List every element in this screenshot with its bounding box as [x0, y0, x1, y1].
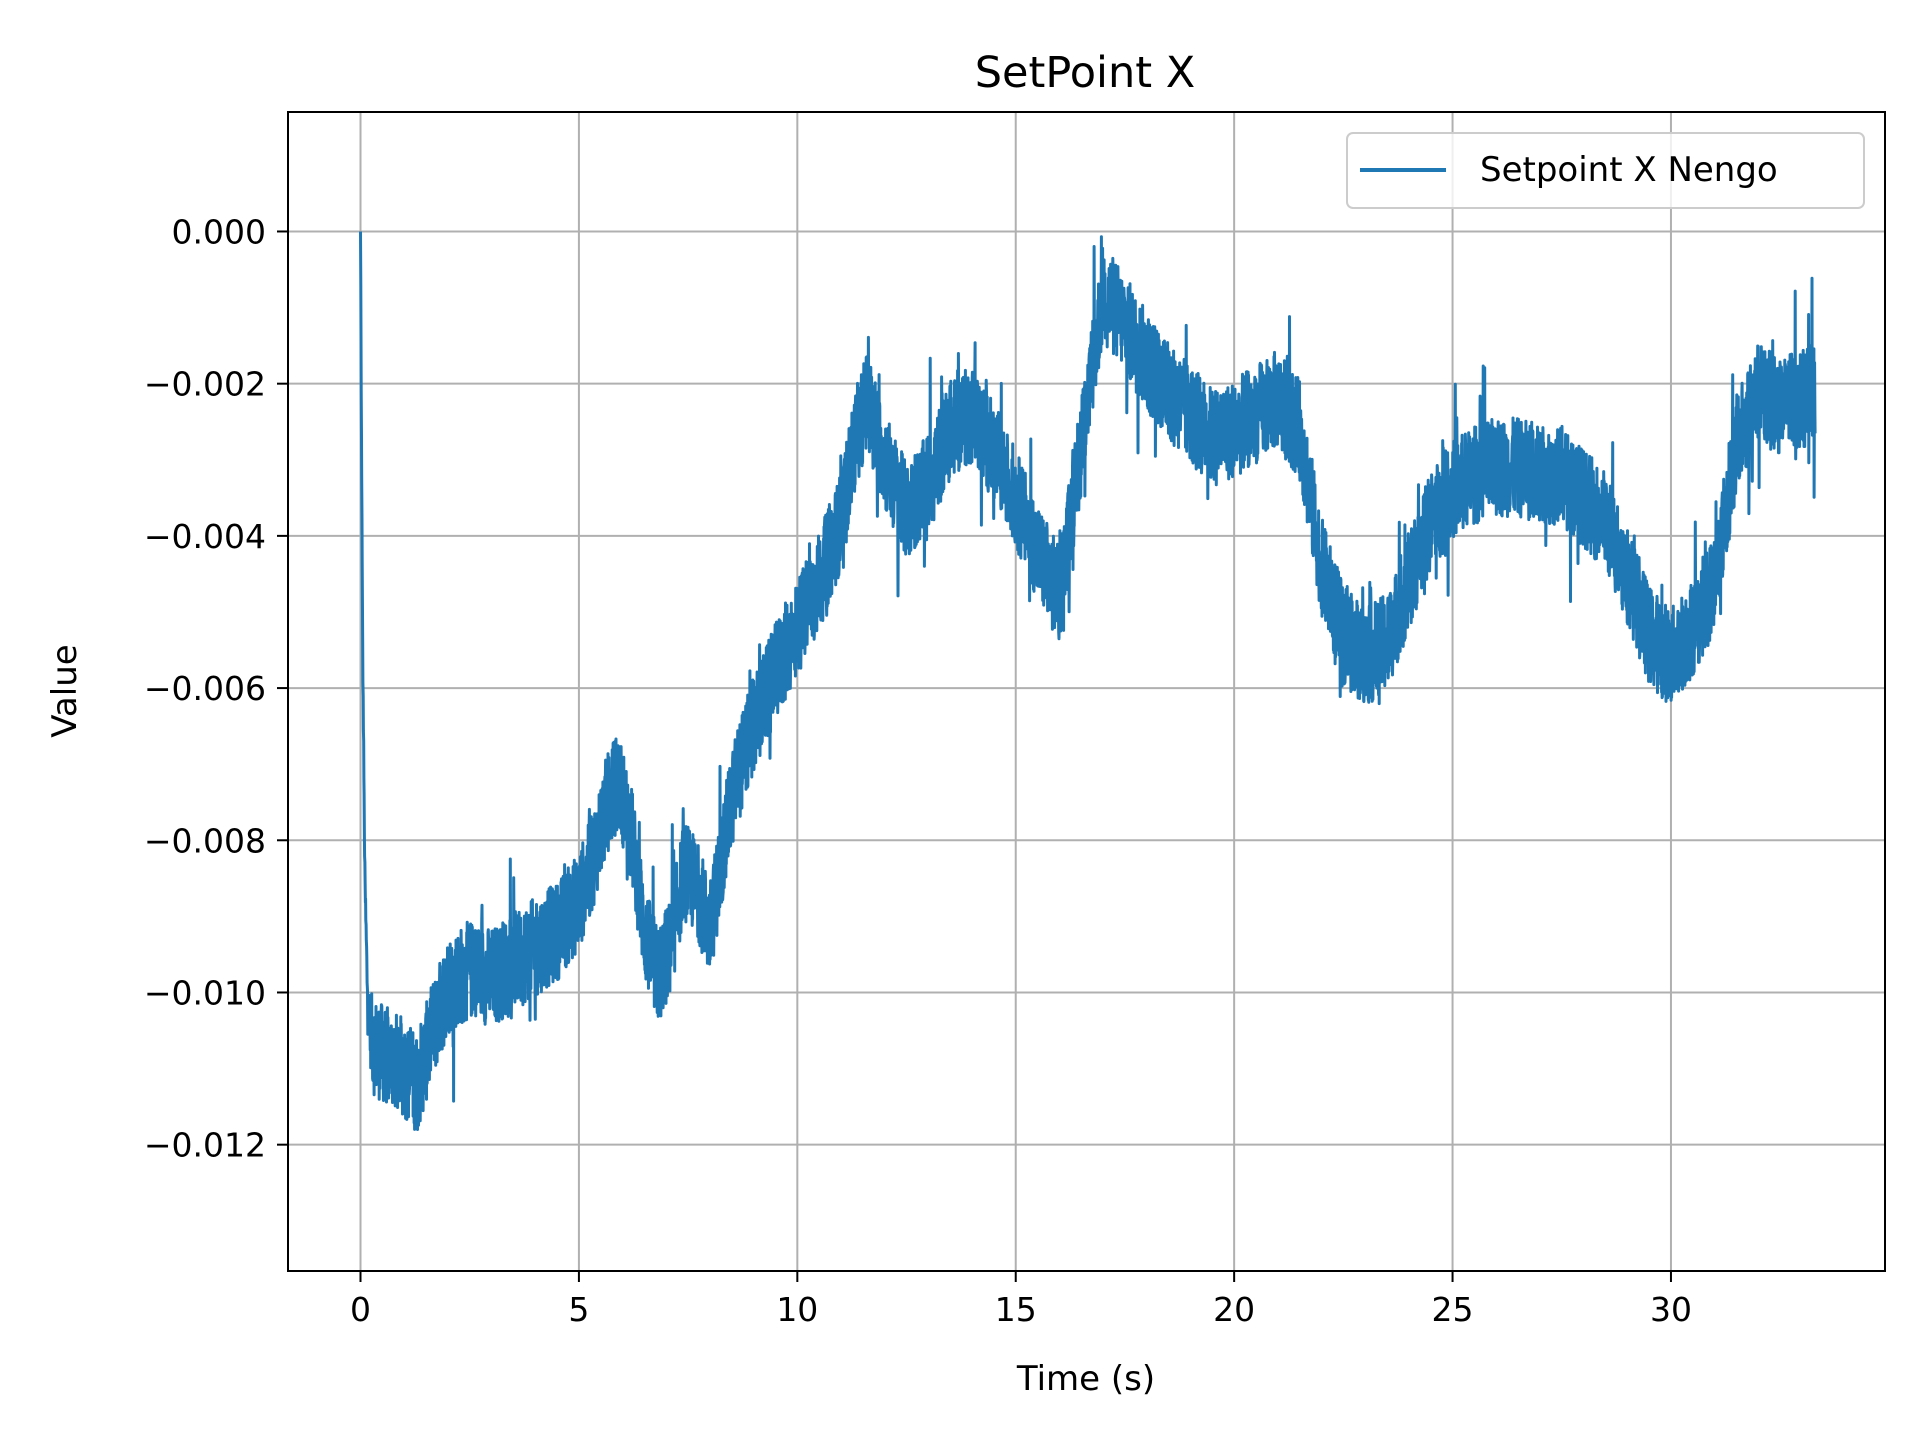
plot-frame: [287, 111, 1886, 1272]
x-tick-label: 5: [568, 1290, 589, 1329]
y-tick-label: 0.000: [172, 212, 266, 251]
x-tick-label: 25: [1432, 1290, 1474, 1329]
y-tick-label: −0.002: [144, 365, 266, 404]
y-tick-label: −0.004: [144, 517, 266, 556]
x-tick-label: 15: [995, 1290, 1037, 1329]
plot-series-layer: [359, 231, 1817, 1131]
legend-label-setpoint-x-nengo: Setpoint X Nengo: [1480, 150, 1778, 190]
y-tick-label: −0.012: [144, 1126, 266, 1165]
y-tick-label: −0.008: [144, 821, 266, 860]
x-tick-label: 20: [1213, 1290, 1255, 1329]
series-line-setpoint-x-nengo: [359, 231, 1817, 1131]
legend: Setpoint X Nengo: [1346, 132, 1865, 209]
x-tick-label: 0: [350, 1290, 371, 1329]
chart-title: SetPoint X: [975, 48, 1196, 98]
y-tick-label: −0.006: [144, 669, 266, 708]
y-axis-label: Value: [45, 644, 85, 737]
x-tick-label: 30: [1650, 1290, 1692, 1329]
y-tick-label: −0.010: [144, 973, 266, 1012]
x-axis-label: Time (s): [1016, 1359, 1155, 1399]
x-tick-label: 10: [776, 1290, 818, 1329]
axis-ticks: 0 5 10 15 20 25 30 0.000 −0.002 −0.004 −0.006 −0.00…: [144, 212, 1692, 1329]
legend-box: [1346, 132, 1865, 209]
